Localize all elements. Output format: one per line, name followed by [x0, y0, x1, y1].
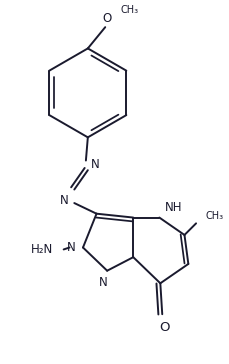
Text: O: O	[158, 321, 169, 334]
Text: CH₃: CH₃	[205, 211, 223, 221]
Text: N: N	[60, 194, 69, 207]
Text: NH: NH	[164, 201, 182, 214]
Text: H₂N: H₂N	[31, 243, 53, 256]
Text: CH₃: CH₃	[120, 5, 138, 15]
Text: N: N	[98, 276, 107, 289]
Text: O: O	[102, 12, 111, 25]
Text: N: N	[91, 158, 100, 171]
Text: N: N	[67, 241, 75, 254]
